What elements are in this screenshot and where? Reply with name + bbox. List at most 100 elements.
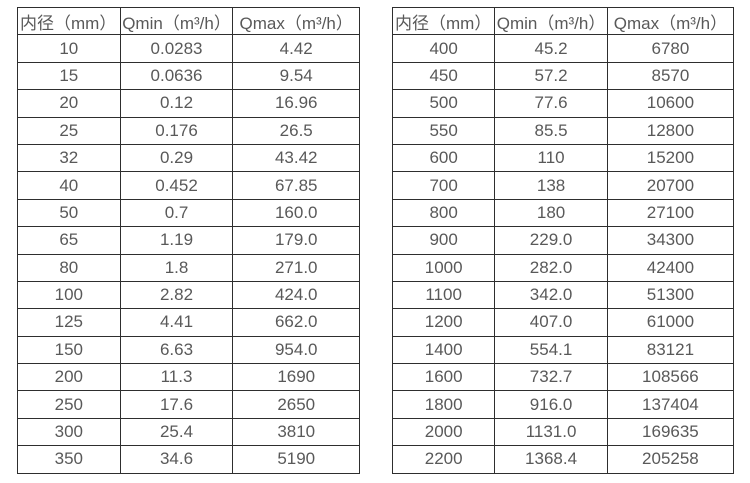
table-cell: 2.82 <box>119 280 234 310</box>
column-header-diameter: 内径（mm） <box>391 6 496 36</box>
table-row: 25 0.176 26.5 <box>17 116 360 145</box>
table-cell: 916.0 <box>494 390 608 419</box>
table-row: 10 0.0283 4.42 <box>17 34 360 63</box>
table-row: 125 4.41 662.0 <box>17 308 360 337</box>
table-row: 1400 554.1 83121 <box>391 335 735 365</box>
table-cell: 180 <box>494 198 608 228</box>
table-cell: 137404 <box>606 390 735 419</box>
table-cell: 27100 <box>606 198 735 228</box>
table-cell: 407.0 <box>494 308 608 337</box>
table-cell: 0.0283 <box>119 34 234 63</box>
table-row: 200 11.3 1690 <box>17 363 360 392</box>
column-header-diameter: 内径（mm） <box>17 6 121 36</box>
table-cell: 0.0636 <box>119 61 234 91</box>
table-cell: 700 <box>391 171 496 200</box>
table-row: 2200 1368.4 205258 <box>391 445 735 474</box>
table-cell: 954.0 <box>232 335 360 365</box>
table-cell: 67.85 <box>232 171 360 200</box>
table-cell: 1800 <box>391 390 496 419</box>
table-row: 1800 916.0 137404 <box>391 390 735 419</box>
table-cell: 80 <box>17 253 121 282</box>
table-cell: 77.6 <box>494 89 608 118</box>
table-cell: 40 <box>17 171 121 200</box>
table-cell: 300 <box>17 417 121 447</box>
table-cell: 17.6 <box>119 390 234 419</box>
table-cell: 200 <box>17 363 121 392</box>
table-cell: 900 <box>391 226 496 255</box>
table-cell: 2650 <box>232 390 360 419</box>
table-row: 20 0.12 16.96 <box>17 89 360 118</box>
table-cell: 229.0 <box>494 226 608 255</box>
column-header-qmax: Qmax（m³/h） <box>606 6 735 36</box>
table-body: 10 0.0283 4.42 15 0.0636 9.54 20 0.12 16.96 25 0.1… <box>17 34 360 474</box>
table-cell: 108566 <box>606 363 735 392</box>
table-row: 800 180 27100 <box>391 198 735 228</box>
table-row: 65 1.19 179.0 <box>17 226 360 255</box>
table-cell: 83121 <box>606 335 735 365</box>
table-cell: 1.19 <box>119 226 234 255</box>
table-cell: 4.41 <box>119 308 234 337</box>
table-cell: 65 <box>17 226 121 255</box>
table-row: 250 17.6 2650 <box>17 390 360 419</box>
table-cell: 550 <box>391 116 496 145</box>
table-row: 550 85.5 12800 <box>391 116 735 145</box>
table-cell: 400 <box>391 34 496 63</box>
table-cell: 179.0 <box>232 226 360 255</box>
column-header-qmin: Qmin（m³/h） <box>494 6 608 36</box>
table-cell: 160.0 <box>232 198 360 228</box>
table-cell: 10 <box>17 34 121 63</box>
table-row: 100 2.82 424.0 <box>17 280 360 310</box>
table-row: 150 6.63 954.0 <box>17 335 360 365</box>
table-cell: 50 <box>17 198 121 228</box>
table-cell: 2000 <box>391 417 496 447</box>
table-row: 300 25.4 3810 <box>17 417 360 447</box>
table-cell: 26.5 <box>232 116 360 145</box>
table-cell: 450 <box>391 61 496 91</box>
table-cell: 0.7 <box>119 198 234 228</box>
table-body: 400 45.2 6780 450 57.2 8570 500 77.6 10600 550 85.… <box>391 34 735 474</box>
table-cell: 0.12 <box>119 89 234 118</box>
table-cell: 2200 <box>391 445 496 474</box>
table-row: 900 229.0 34300 <box>391 226 735 255</box>
table-cell: 15200 <box>606 143 735 173</box>
table-row: 50 0.7 160.0 <box>17 198 360 228</box>
table-cell: 61000 <box>606 308 735 337</box>
table-cell: 12800 <box>606 116 735 145</box>
table-cell: 25.4 <box>119 417 234 447</box>
table-cell: 3810 <box>232 417 360 447</box>
table-row: 40 0.452 67.85 <box>17 171 360 200</box>
table-cell: 34300 <box>606 226 735 255</box>
table-cell: 6.63 <box>119 335 234 365</box>
table-row: 80 1.8 271.0 <box>17 253 360 282</box>
table-cell: 10600 <box>606 89 735 118</box>
table-cell: 1600 <box>391 363 496 392</box>
table-cell: 500 <box>391 89 496 118</box>
table-cell: 110 <box>494 143 608 173</box>
table-cell: 51300 <box>606 280 735 310</box>
table-cell: 6780 <box>606 34 735 63</box>
table-cell: 125 <box>17 308 121 337</box>
table-cell: 34.6 <box>119 445 234 474</box>
table-cell: 800 <box>391 198 496 228</box>
table-cell: 0.29 <box>119 143 234 173</box>
table-row: 1600 732.7 108566 <box>391 363 735 392</box>
table-cell: 20700 <box>606 171 735 200</box>
table-cell: 342.0 <box>494 280 608 310</box>
table-cell: 32 <box>17 143 121 173</box>
table-row: 1200 407.0 61000 <box>391 308 735 337</box>
header-row: 内径（mm） Qmin（m³/h） Qmax（m³/h） <box>17 6 360 36</box>
table-row: 400 45.2 6780 <box>391 34 735 63</box>
table-row: 15 0.0636 9.54 <box>17 61 360 91</box>
table-cell: 138 <box>494 171 608 200</box>
table-cell: 600 <box>391 143 496 173</box>
table-row: 700 138 20700 <box>391 171 735 200</box>
table-cell: 1131.0 <box>494 417 608 447</box>
table-cell: 15 <box>17 61 121 91</box>
table-cell: 1100 <box>391 280 496 310</box>
table-cell: 0.452 <box>119 171 234 200</box>
column-header-qmax: Qmax（m³/h） <box>232 6 360 36</box>
table-cell: 350 <box>17 445 121 474</box>
table-cell: 57.2 <box>494 61 608 91</box>
table-cell: 42400 <box>606 253 735 282</box>
